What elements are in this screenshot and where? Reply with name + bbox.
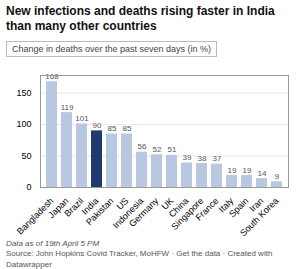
svg-text:Germany: Germany	[127, 195, 161, 229]
svg-text:52: 52	[153, 145, 162, 154]
svg-text:South Korea: South Korea	[238, 196, 280, 238]
svg-text:14: 14	[258, 169, 267, 178]
svg-text:Iran: Iran	[247, 195, 266, 214]
svg-text:119: 119	[61, 103, 74, 112]
svg-text:UK: UK	[159, 195, 176, 212]
svg-text:9: 9	[275, 172, 280, 181]
svg-text:China: China	[166, 195, 191, 220]
svg-text:51: 51	[168, 145, 177, 154]
svg-text:India: India	[79, 195, 101, 217]
svg-text:39: 39	[183, 153, 192, 162]
svg-text:Pakistan: Pakistan	[84, 195, 116, 228]
svg-text:150: 150	[16, 88, 31, 98]
svg-text:56: 56	[138, 142, 147, 151]
svg-text:19: 19	[228, 166, 237, 175]
svg-text:Japan: Japan	[46, 195, 71, 221]
svg-text:Indonesia: Indonesia	[110, 195, 146, 231]
html-text:Change in deaths over the past: Change in deaths over the past seven day…	[12, 44, 212, 54]
svg-text:85: 85	[108, 124, 117, 133]
svg-text:100: 100	[16, 119, 31, 129]
svg-text:France: France	[194, 196, 221, 223]
svg-text:101: 101	[75, 114, 89, 123]
svg-text:Spain: Spain	[227, 195, 251, 220]
svg-text:US: US	[114, 195, 131, 212]
svg-text:168: 168	[45, 72, 59, 81]
svg-text:Brazil: Brazil	[62, 195, 86, 219]
svg-text:50: 50	[21, 151, 31, 161]
svg-text:Singapore: Singapore	[169, 195, 206, 232]
svg-text:Bangladesh: Bangladesh	[14, 195, 56, 237]
svg-text:Italy: Italy	[216, 195, 236, 215]
svg-text:38: 38	[198, 154, 207, 163]
html-text:Source: John Hopkins Covid Tra: Source: John Hopkins Covid Tracker, MoHF…	[6, 249, 273, 269]
html-text:New infections and deaths risi: New infections and deaths rising faster …	[6, 4, 275, 33]
svg-text:90: 90	[93, 121, 102, 130]
svg-text:19: 19	[243, 166, 252, 175]
svg-text:85: 85	[123, 124, 132, 133]
svg-text:37: 37	[213, 154, 222, 163]
html-text:Data as of 19th April 5 PM: Data as of 19th April 5 PM	[6, 239, 100, 248]
svg-text:0: 0	[26, 182, 31, 192]
